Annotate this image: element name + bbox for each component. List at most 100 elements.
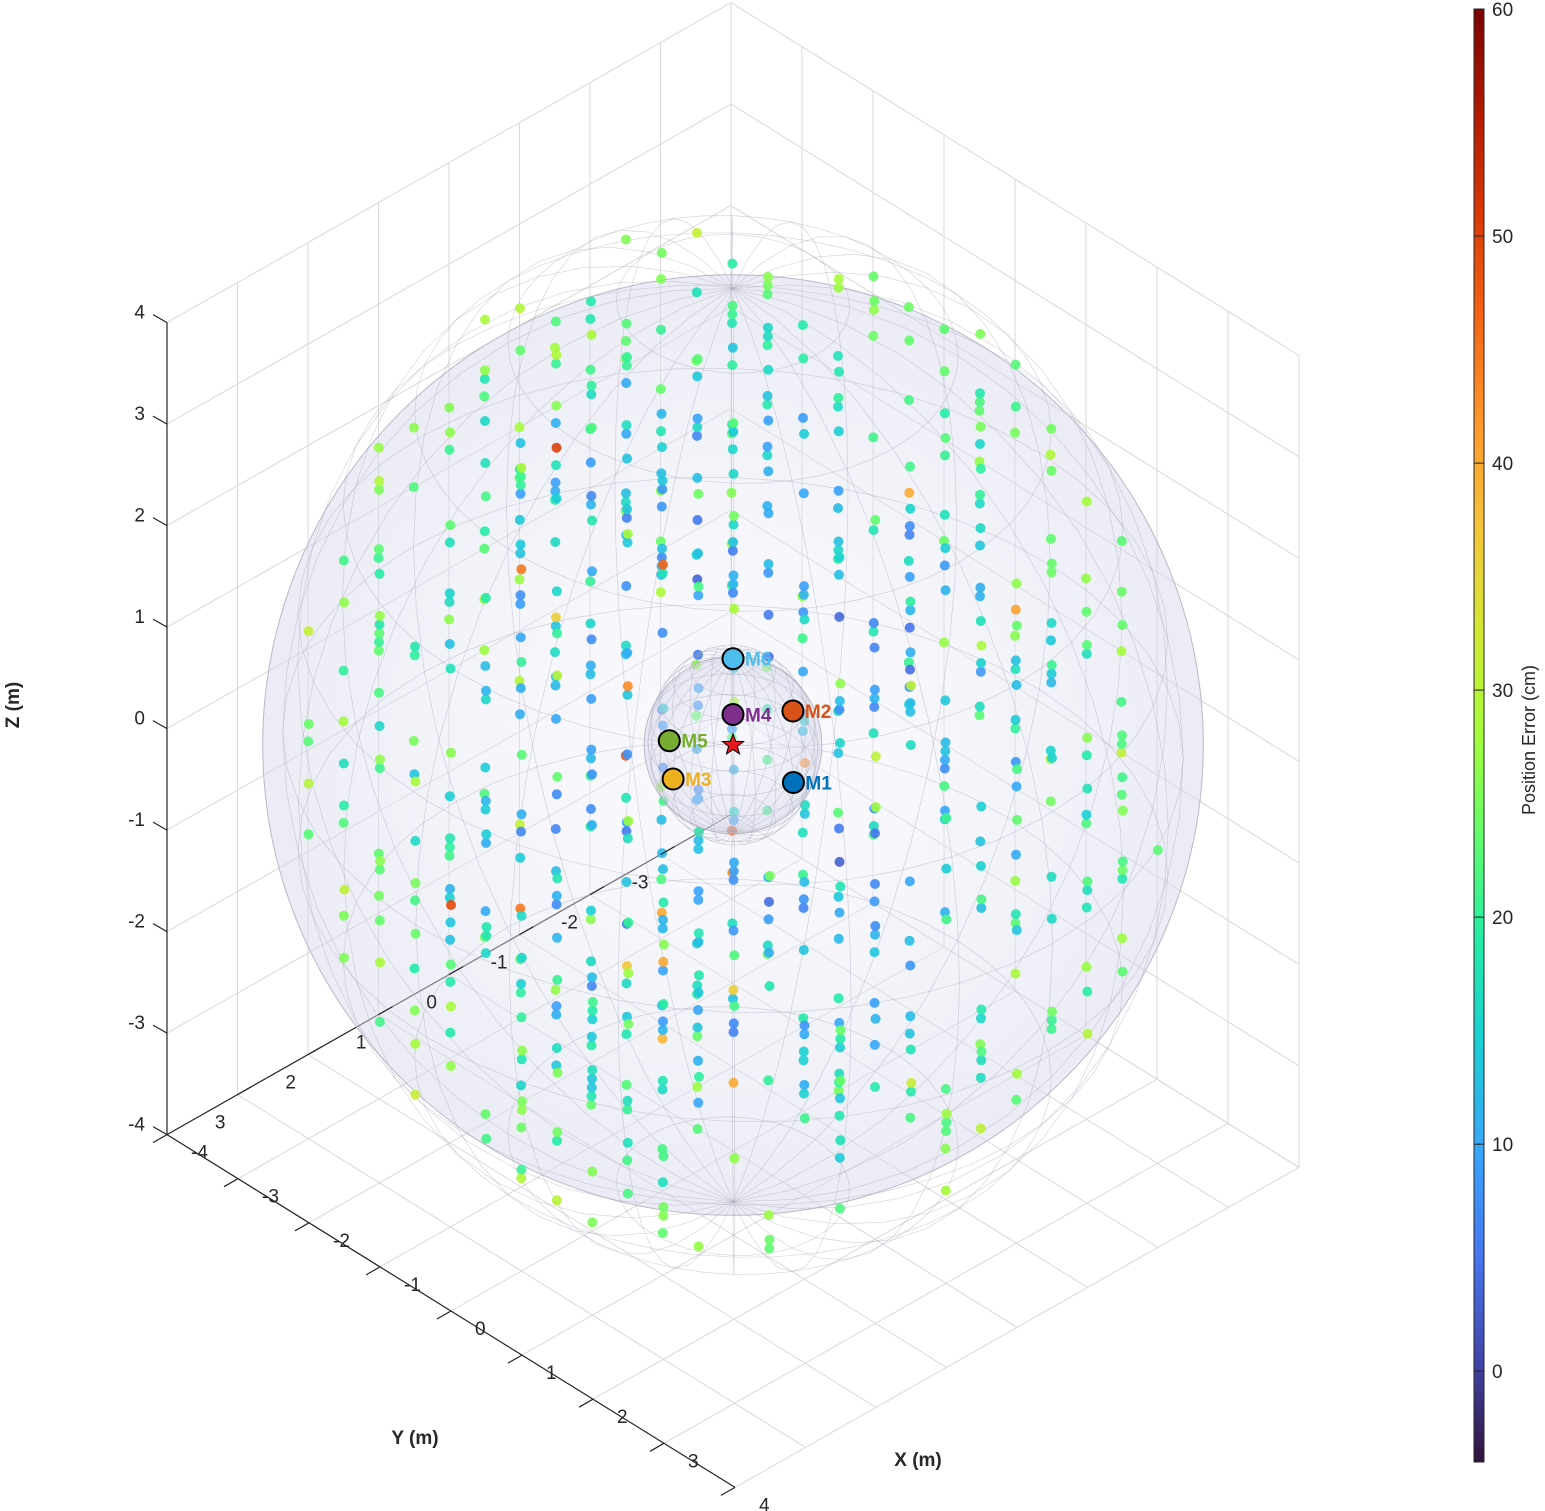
- grid-point: [551, 789, 562, 800]
- grid-point: [373, 552, 384, 563]
- grid-point: [445, 1027, 456, 1038]
- grid-point: [303, 736, 314, 747]
- tick-mark: [152, 517, 168, 527]
- grid-point: [586, 956, 596, 967]
- grid-point: [905, 740, 916, 750]
- z-tick-label: -1: [128, 810, 145, 831]
- grid-point: [693, 936, 704, 947]
- grid-point: [621, 378, 632, 388]
- grid-point: [939, 366, 950, 377]
- grid-point: [906, 680, 916, 691]
- grid-point: [940, 433, 951, 443]
- grid-point: [1011, 849, 1021, 860]
- grid-point: [658, 914, 668, 925]
- grid-point: [586, 389, 597, 400]
- colorbar-tick-label: 60: [1492, 0, 1513, 21]
- grid-point: [658, 965, 668, 976]
- grid-point: [693, 581, 704, 592]
- tick-mark: [589, 886, 605, 896]
- outer-sphere-meridian: [282, 287, 1184, 1203]
- grid-point: [374, 915, 385, 926]
- grid-point: [552, 932, 562, 943]
- grid-point: [905, 698, 916, 708]
- grid-point: [622, 1155, 633, 1166]
- grid-point: [868, 728, 879, 739]
- grid-point: [552, 628, 562, 639]
- grid-point: [481, 838, 491, 848]
- grid-point: [975, 421, 986, 432]
- grid-point: [552, 670, 563, 681]
- grid-point: [550, 647, 560, 658]
- grid-point: [764, 981, 775, 991]
- grid-point: [375, 754, 385, 765]
- grid-point: [374, 721, 385, 731]
- grid-point: [833, 748, 844, 759]
- grid-point: [445, 833, 455, 844]
- grid-point: [585, 576, 596, 587]
- grid-point: [1117, 873, 1128, 884]
- grid-point: [410, 1089, 421, 1100]
- grid-point: [338, 910, 349, 921]
- mic-m4-label: M4: [745, 706, 772, 727]
- grid-point: [1046, 567, 1057, 578]
- grid-point: [833, 350, 843, 361]
- grid-point: [834, 696, 845, 706]
- grid-point: [728, 874, 739, 885]
- grid-point: [656, 426, 666, 437]
- grid-point: [939, 781, 950, 791]
- grid-point: [1046, 635, 1056, 646]
- grid-point: [833, 274, 844, 284]
- tick-mark: [152, 618, 168, 628]
- tick-mark: [578, 1398, 594, 1408]
- grid-point: [728, 985, 739, 995]
- grid-point: [338, 716, 349, 727]
- grid-point: [975, 463, 986, 474]
- grid-point: [374, 568, 385, 579]
- grid-point: [339, 884, 350, 895]
- grid-point: [1046, 533, 1056, 544]
- grid-point: [833, 891, 844, 902]
- grid-point: [835, 1075, 846, 1086]
- grid-point: [516, 1054, 527, 1065]
- inner-sphere-latitude: [672, 647, 794, 721]
- grid-point: [692, 413, 703, 424]
- grid-line: [663, 1122, 1229, 1444]
- grid-point: [870, 929, 880, 940]
- grid-point: [727, 360, 738, 371]
- grid-point: [515, 539, 526, 550]
- colorbar-tick-label: 10: [1492, 1135, 1513, 1156]
- grid-point: [516, 910, 527, 921]
- grid-point: [410, 835, 421, 846]
- grid-point: [586, 296, 596, 307]
- grid-point: [693, 844, 704, 855]
- grid-point: [798, 1046, 809, 1057]
- grid-point: [586, 499, 596, 510]
- outer-sphere-latitude: [282, 477, 1184, 1013]
- z-tick-label: 3: [134, 404, 145, 425]
- grid-point: [516, 809, 527, 820]
- mic-m5-label: M5: [681, 732, 708, 753]
- grid-point: [1012, 764, 1022, 775]
- grid-point: [833, 807, 843, 818]
- inner-sphere-latitude: [647, 694, 819, 796]
- grid-point: [515, 480, 526, 491]
- grid-point: [622, 689, 633, 700]
- grid-point: [586, 1031, 597, 1042]
- grid-point: [586, 1099, 597, 1110]
- outer-sphere-latitude: [507, 215, 959, 484]
- grid-point: [621, 336, 631, 346]
- grid-point: [622, 528, 633, 539]
- grid-point: [975, 836, 986, 847]
- grid-point: [658, 1016, 668, 1027]
- grid-point: [515, 709, 525, 720]
- grid-point: [834, 1110, 845, 1121]
- grid-point: [727, 342, 738, 353]
- grid-point: [622, 833, 633, 844]
- grid-point: [728, 570, 739, 581]
- grid-point: [798, 894, 809, 905]
- grid-point: [693, 649, 703, 660]
- grid-point: [657, 627, 668, 638]
- colorbar-tick-label: 50: [1492, 227, 1513, 248]
- outer-sphere-latitude: [342, 284, 1124, 749]
- grid-point: [905, 706, 916, 717]
